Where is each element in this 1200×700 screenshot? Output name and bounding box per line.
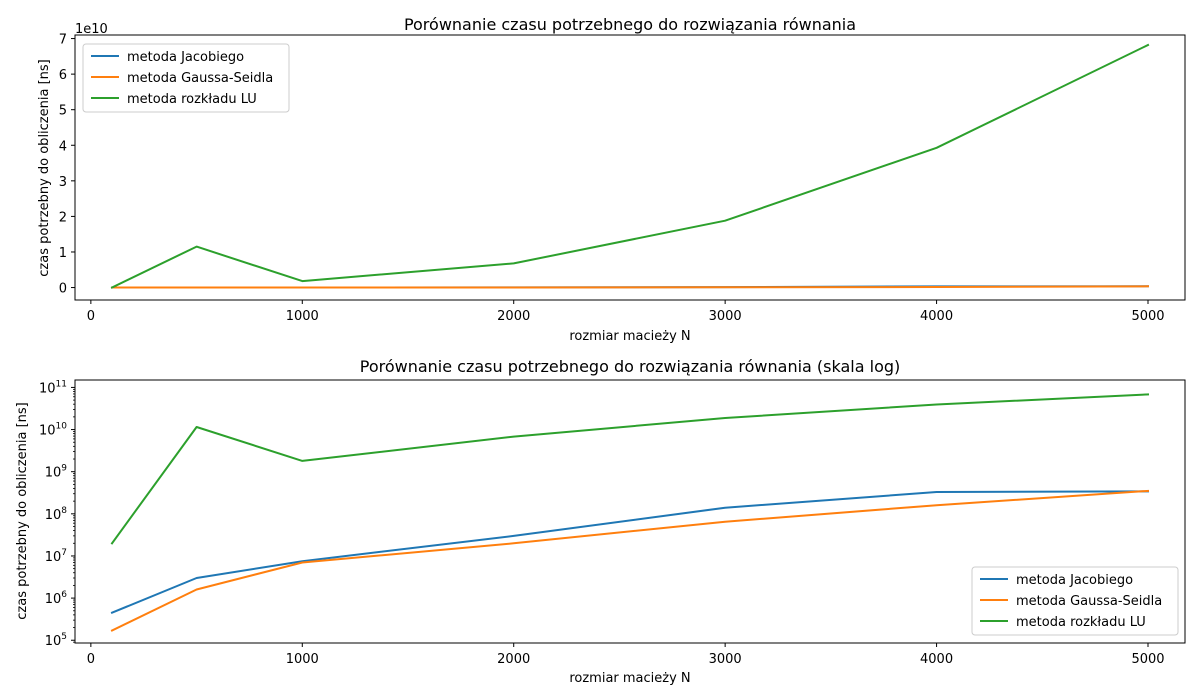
y-tick-label: 0: [59, 282, 67, 297]
x-tick-label: 3000: [709, 309, 742, 324]
legend-label-lu: metoda rozkładu LU: [127, 92, 257, 107]
legend: metoda Jacobiego metoda Gaussa-Seidla me…: [971, 566, 1179, 636]
x-tick-label: 2000: [497, 652, 530, 667]
y-tick-label: 3: [59, 175, 67, 190]
x-tick-label: 0: [87, 309, 95, 324]
y-tick-label: 106: [45, 590, 68, 607]
series-line-jacobi: [110, 490, 1150, 615]
x-tick-label: 1000: [286, 309, 319, 324]
series-line-lu: [110, 393, 1150, 545]
chart-title: Porównanie czasu potrzebnego do rozwiąza…: [404, 15, 856, 34]
y-offset-text: 1e10: [75, 22, 108, 37]
x-tick-label: 0: [87, 652, 95, 667]
x-tick-label: 5000: [1131, 309, 1164, 324]
linear-chart: Porównanie czasu potrzebnego do rozwiąza…: [37, 15, 1186, 344]
series-line-lu: [110, 43, 1150, 289]
plot-frame: [74, 34, 1186, 301]
log-chart: Porównanie czasu potrzebnego do rozwiąza…: [15, 357, 1186, 686]
x-tick-label: 5000: [1131, 652, 1164, 667]
y-tick-label: 105: [45, 632, 67, 649]
y-tick-label: 1: [59, 246, 67, 261]
x-tick-label: 2000: [497, 309, 530, 324]
y-tick-label: 107: [45, 548, 67, 565]
legend: metoda Jacobiego metoda Gaussa-Seidla me…: [82, 43, 290, 113]
y-tick-label: 6: [59, 68, 67, 83]
y-tick-label: 7: [59, 33, 67, 48]
y-tick-label: 5: [59, 104, 67, 119]
x-axis-label: rozmiar macieży N: [569, 671, 690, 686]
legend-box: [971, 566, 1179, 636]
legend-label-lu: metoda rozkładu LU: [1016, 615, 1146, 630]
legend-label-gauss-seidel: metoda Gaussa-Seidla: [127, 71, 273, 86]
legend-label-jacobi: metoda Jacobiego: [1016, 573, 1133, 588]
y-axis-label: czas potrzebny do obliczenia [ns]: [15, 402, 30, 619]
x-tick-label: 3000: [709, 652, 742, 667]
y-axis-label: czas potrzebny do obliczenia [ns]: [37, 59, 52, 276]
plot-frame: [74, 379, 1186, 644]
legend-label-gauss-seidel: metoda Gaussa-Seidla: [1016, 594, 1162, 609]
legend-label-jacobi: metoda Jacobiego: [127, 50, 244, 65]
series-line-gauss-seidel: [111, 285, 1150, 289]
y-tick-label: 2: [59, 210, 67, 225]
legend-box: [82, 43, 290, 113]
y-tick-label: 4: [59, 139, 67, 154]
x-tick-label: 1000: [286, 652, 319, 667]
y-tick-label: 1010: [39, 422, 67, 439]
x-axis-label: rozmiar macieży N: [569, 329, 690, 344]
y-tick-label: 108: [45, 506, 68, 523]
y-tick-label: 109: [45, 464, 68, 481]
x-tick-label: 4000: [920, 652, 953, 667]
x-tick-label: 4000: [920, 309, 953, 324]
y-tick-label: 1011: [39, 379, 67, 396]
series-line-gauss-seidel: [110, 489, 1150, 632]
chart-title: Porównanie czasu potrzebnego do rozwiąza…: [360, 357, 901, 376]
